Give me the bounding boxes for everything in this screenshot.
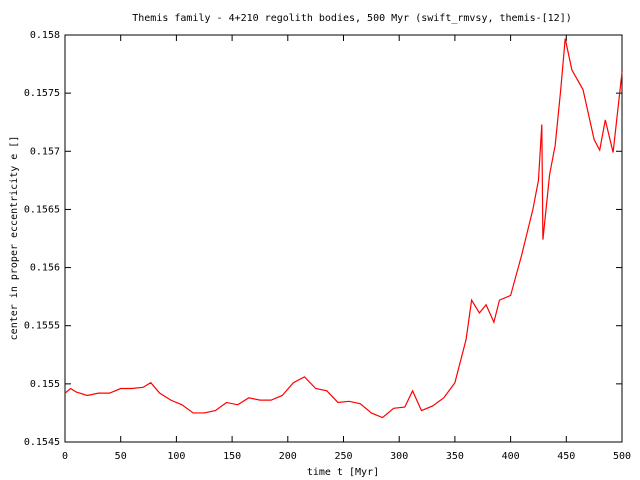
y-tick-label: 0.1555 bbox=[24, 321, 60, 332]
y-tick-label: 0.155 bbox=[30, 379, 60, 390]
y-tick-label: 0.157 bbox=[30, 146, 60, 157]
data-line bbox=[64, 38, 623, 419]
x-tick-label: 50 bbox=[115, 451, 127, 462]
x-tick-label: 150 bbox=[223, 451, 241, 462]
plot-frame bbox=[64, 34, 623, 443]
x-tick-label: 400 bbox=[502, 451, 520, 462]
y-tick-label: 0.158 bbox=[30, 30, 60, 41]
y-tick-label: 0.1575 bbox=[24, 88, 60, 99]
x-tick-label: 350 bbox=[446, 451, 464, 462]
x-tick-label: 100 bbox=[167, 451, 185, 462]
x-tick-label: 450 bbox=[557, 451, 575, 462]
x-tick-label: 300 bbox=[390, 451, 408, 462]
x-tick-label: 250 bbox=[334, 451, 352, 462]
y-tick-label: 0.1565 bbox=[24, 204, 60, 215]
chart-title: Themis family - 4+210 regolith bodies, 5… bbox=[132, 13, 572, 24]
y-tick-label: 0.1545 bbox=[24, 437, 60, 448]
x-tick-label: 500 bbox=[613, 451, 631, 462]
y-tick-label: 0.156 bbox=[30, 263, 60, 274]
x-tick-label: 200 bbox=[279, 451, 297, 462]
x-axis-label: time t [Myr] bbox=[307, 467, 379, 478]
x-tick-label: 0 bbox=[62, 451, 68, 462]
y-axis-label: center in proper eccentricity e [] bbox=[9, 136, 20, 341]
